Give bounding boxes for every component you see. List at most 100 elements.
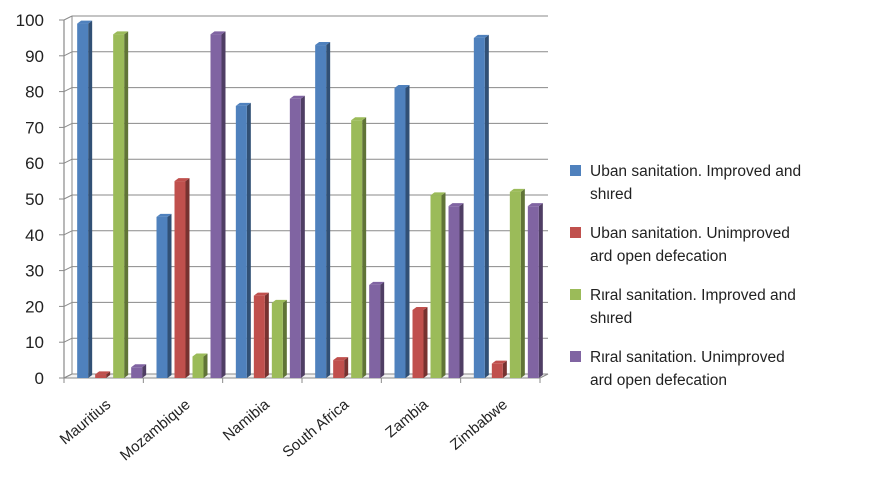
- bar: [174, 178, 190, 378]
- bar-side: [441, 192, 446, 378]
- y-tick-label: 20: [25, 297, 44, 316]
- bar: [369, 281, 385, 378]
- bar-top: [131, 364, 147, 368]
- bar-top: [430, 192, 446, 196]
- y-tick-label: 60: [25, 154, 44, 173]
- bar-front: [192, 356, 204, 378]
- gridline-side: [63, 194, 73, 200]
- bar-top: [210, 31, 226, 35]
- bar-front: [174, 181, 186, 378]
- bar-top: [333, 357, 349, 361]
- legend-swatch-purple: [570, 351, 581, 362]
- gridline-side: [63, 15, 73, 21]
- legend-swatch-green: [570, 289, 581, 300]
- bar-front: [210, 34, 222, 378]
- legend-label: Uban sanitation. Improved and shιred: [590, 163, 802, 203]
- bar-front: [156, 216, 168, 378]
- bar-top: [412, 306, 428, 310]
- y-tick-label: 10: [25, 333, 44, 352]
- bar-front: [412, 309, 424, 378]
- legend-swatch-red: [570, 227, 581, 238]
- bar-side: [423, 306, 428, 378]
- bar-top: [509, 188, 525, 192]
- bar: [351, 117, 367, 379]
- bar-front: [491, 363, 503, 378]
- x-category-label: South Africa: [279, 396, 352, 461]
- bar-top: [289, 95, 305, 99]
- legend-item-urban-unimproved: Uban sanitation. Unimproved ard open def…: [570, 222, 885, 268]
- legend-item-urban-improved: Uban sanitation. Improved and shιred: [570, 160, 885, 206]
- bar: [271, 299, 287, 378]
- bar-front: [509, 191, 521, 378]
- bar: [509, 188, 525, 378]
- bar-top: [253, 292, 269, 296]
- legend-swatch-blue: [570, 165, 581, 176]
- x-category-label: Namibia: [220, 396, 274, 445]
- bar: [210, 31, 226, 378]
- bar-front: [235, 105, 247, 379]
- bar-side: [538, 203, 543, 378]
- x-category-label: Zimbabwe: [447, 396, 511, 454]
- y-tick-label: 90: [25, 47, 44, 66]
- bar: [473, 34, 489, 379]
- bar-side: [142, 364, 147, 378]
- bar: [131, 364, 147, 378]
- gridline-side: [63, 51, 73, 57]
- bar-side: [221, 31, 226, 378]
- legend-label: Rιral sanitation. Unimproved ard open de…: [590, 349, 785, 389]
- bar-side: [264, 292, 269, 378]
- bar-front: [253, 295, 265, 378]
- y-tick-label: 100: [16, 11, 44, 30]
- bar-side: [380, 281, 385, 378]
- bar: [430, 192, 446, 378]
- bar-side: [167, 213, 172, 378]
- gridline-side: [63, 122, 73, 128]
- legend-item-rural-improved: Rιral sanitation. Improved and shιred: [570, 284, 885, 330]
- bar-front: [351, 120, 363, 379]
- y-tick-labels: 0 10 20 30 40 50 60 70 80 90 100: [16, 11, 44, 388]
- bar: [77, 20, 93, 379]
- bar-front: [113, 34, 125, 378]
- bar: [289, 95, 305, 378]
- bar-top: [351, 117, 367, 121]
- bar-front: [333, 360, 345, 378]
- gridline-side: [63, 87, 73, 93]
- legend: Uban sanitation. Improved and shιred Uba…: [570, 160, 885, 408]
- legend-label: Uban sanitation. Unimproved ard open def…: [590, 225, 790, 265]
- y-tick-label: 70: [25, 118, 44, 137]
- bar-front: [271, 302, 283, 378]
- legend-item-rural-unimproved: Rιral sanitation. Unimproved ard open de…: [570, 346, 885, 392]
- bar: [235, 102, 251, 379]
- x-category-label: Zambia: [382, 396, 432, 442]
- bar-side: [459, 203, 464, 378]
- bar: [156, 213, 172, 378]
- bar-front: [95, 374, 107, 378]
- bar-front: [77, 23, 89, 379]
- bar-side: [106, 371, 111, 378]
- bar-top: [235, 102, 251, 106]
- bar-side: [124, 31, 129, 378]
- bar-top: [369, 281, 385, 285]
- bar: [192, 353, 208, 378]
- bar-top: [473, 34, 489, 38]
- bar-front: [131, 367, 143, 378]
- bar-top: [491, 360, 507, 364]
- bar-top: [77, 20, 93, 24]
- bar-top: [113, 31, 129, 35]
- bar: [113, 31, 129, 378]
- bar-side: [282, 299, 287, 378]
- bar-side: [326, 42, 331, 379]
- y-tick-label: 50: [25, 190, 44, 209]
- y-tick-label: 80: [25, 83, 44, 102]
- bar-front: [473, 37, 485, 379]
- gridline-side: [63, 230, 73, 236]
- y-tick-label: 30: [25, 262, 44, 281]
- bar: [315, 42, 331, 379]
- bar: [333, 357, 349, 378]
- grid-lines: [63, 15, 548, 379]
- legend-label: Rιral sanitation. Improved and shιred: [590, 287, 796, 327]
- x-category-label: Mauritius: [57, 396, 115, 448]
- bar-side: [203, 353, 208, 378]
- bar: [491, 360, 507, 378]
